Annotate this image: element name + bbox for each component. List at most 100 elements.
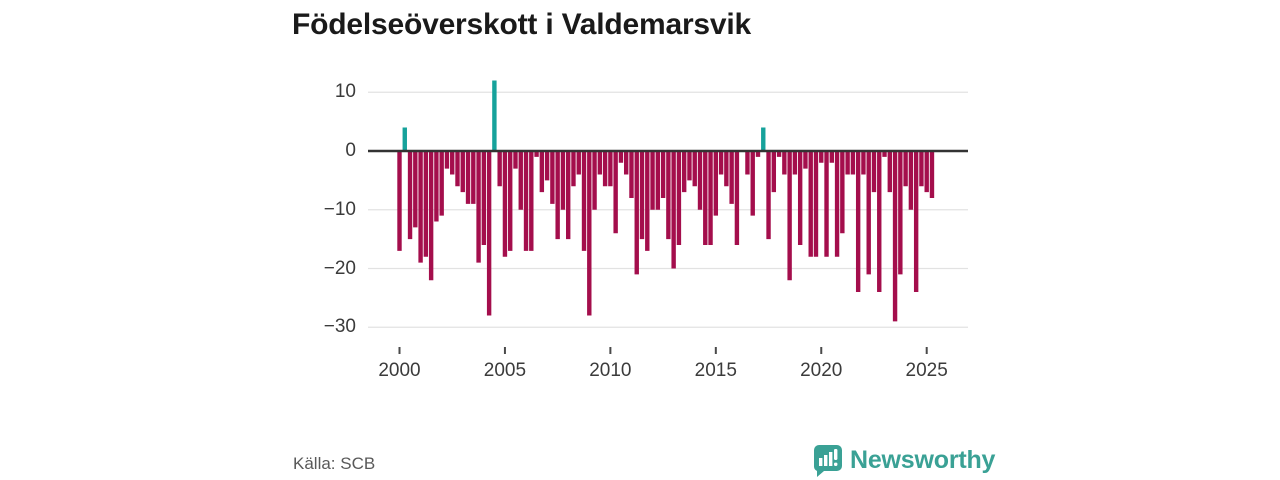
bar-2005Q4 bbox=[518, 151, 523, 210]
bar-2011Q4 bbox=[645, 151, 650, 251]
plot-area bbox=[368, 80, 968, 354]
brand-lockup: Newsworthy bbox=[812, 444, 995, 477]
bar-2003Q3 bbox=[471, 151, 476, 204]
bar-2001Q2 bbox=[423, 151, 429, 257]
bar-2013Q4 bbox=[687, 151, 692, 181]
bar-2024Q4 bbox=[919, 151, 924, 187]
bar-2012Q2 bbox=[655, 151, 661, 210]
bar-2008Q3 bbox=[576, 151, 581, 175]
x-axis-label-2005: 2005 bbox=[483, 360, 527, 381]
bar-2022Q2 bbox=[866, 151, 871, 275]
bar-2021Q2 bbox=[845, 151, 850, 175]
bar-2010Q3 bbox=[618, 151, 624, 163]
bar-2015Q4 bbox=[729, 151, 734, 204]
bar-2012Q3 bbox=[660, 151, 666, 198]
bar-2009Q2 bbox=[592, 151, 597, 210]
bar-2002Q2 bbox=[444, 151, 450, 169]
bar-2014Q1 bbox=[692, 151, 697, 187]
bar-2001Q4 bbox=[434, 151, 439, 222]
y-axis-label--20: −20 bbox=[323, 257, 356, 279]
bar-2014Q2 bbox=[697, 151, 703, 210]
bar-2011Q1 bbox=[629, 151, 634, 198]
bar-2000Q2 bbox=[402, 127, 407, 151]
bar-2004Q1 bbox=[481, 151, 487, 245]
bar-2019Q4 bbox=[813, 151, 819, 257]
bar-2002Q3 bbox=[450, 151, 455, 175]
x-axis-label-2000: 2000 bbox=[378, 360, 421, 381]
y-axis-label--30: −30 bbox=[323, 316, 356, 338]
bar-2017Q4 bbox=[771, 151, 777, 193]
bar-2005Q3 bbox=[513, 151, 518, 169]
bar-2008Q1 bbox=[566, 151, 571, 240]
bar-2004Q2 bbox=[486, 151, 492, 316]
bar-2018Q1 bbox=[776, 151, 782, 157]
bar-2022Q3 bbox=[871, 151, 877, 193]
x-axis-label-2015: 2015 bbox=[694, 360, 737, 381]
bar-2006Q2 bbox=[529, 151, 534, 251]
y-axis-label-10: 10 bbox=[334, 81, 356, 103]
bar-2016Q1 bbox=[734, 151, 740, 245]
y-axis-label-0: 0 bbox=[345, 140, 356, 161]
bar-2008Q2 bbox=[571, 151, 576, 187]
bar-2018Q2 bbox=[782, 151, 787, 175]
bar-2021Q1 bbox=[840, 151, 845, 234]
x-axis-label-2020: 2020 bbox=[800, 360, 843, 381]
bar-2014Q4 bbox=[708, 151, 713, 245]
bar-2023Q1 bbox=[882, 151, 887, 157]
bar-2018Q4 bbox=[792, 151, 798, 175]
bar-2002Q1 bbox=[439, 151, 444, 216]
bar-2008Q4 bbox=[581, 151, 587, 251]
bar-2013Q2 bbox=[676, 151, 682, 245]
bar-2001Q3 bbox=[428, 151, 434, 281]
bar-2019Q1 bbox=[797, 151, 803, 245]
bar-2017Q2 bbox=[761, 127, 766, 151]
bar-2022Q1 bbox=[861, 151, 866, 175]
bar-2006Q3 bbox=[534, 151, 539, 157]
bar-2015Q2 bbox=[718, 151, 724, 175]
bar-2025Q1 bbox=[924, 151, 929, 193]
bar-2016Q4 bbox=[750, 151, 755, 216]
bar-2002Q4 bbox=[455, 151, 460, 187]
chart-title: Födelseöverskott i Valdemarsvik bbox=[292, 8, 752, 41]
bar-2004Q3 bbox=[492, 80, 497, 151]
x-axis-label-2025: 2025 bbox=[905, 360, 948, 381]
bar-2016Q3 bbox=[745, 151, 750, 175]
bar-2012Q1 bbox=[650, 151, 655, 210]
bar-2025Q2 bbox=[929, 151, 935, 198]
bar-2014Q3 bbox=[703, 151, 708, 245]
bar-2000Q1 bbox=[397, 151, 402, 251]
bar-2009Q3 bbox=[597, 151, 603, 175]
brand-name: Newsworthy bbox=[850, 446, 996, 474]
bar-2021Q4 bbox=[855, 151, 861, 292]
bar-2024Q3 bbox=[913, 151, 919, 292]
bar-2020Q3 bbox=[829, 151, 835, 163]
bar-2003Q4 bbox=[476, 151, 481, 263]
bar-2007Q1 bbox=[544, 151, 550, 181]
bar-2023Q3 bbox=[892, 151, 898, 322]
bar-2024Q1 bbox=[903, 151, 908, 187]
bar-2009Q4 bbox=[602, 151, 608, 187]
bar-2010Q2 bbox=[613, 151, 618, 234]
bar-2007Q4 bbox=[560, 151, 566, 210]
bar-2018Q3 bbox=[787, 151, 792, 281]
bar-2020Q1 bbox=[819, 151, 824, 163]
bar-2006Q1 bbox=[523, 151, 529, 251]
bar-2003Q2 bbox=[465, 151, 471, 204]
bar-2023Q2 bbox=[887, 151, 892, 193]
bar-2020Q4 bbox=[834, 151, 840, 257]
bar-2010Q1 bbox=[608, 151, 613, 187]
bar-2017Q3 bbox=[766, 151, 771, 240]
bar-2021Q3 bbox=[850, 151, 856, 175]
bar-2022Q4 bbox=[877, 151, 882, 292]
bar-2004Q4 bbox=[497, 151, 502, 187]
bar-2019Q2 bbox=[803, 151, 808, 169]
bar-2011Q2 bbox=[634, 151, 639, 275]
bar-2007Q2 bbox=[550, 151, 555, 204]
bar-2011Q3 bbox=[639, 151, 645, 240]
bar-2024Q2 bbox=[908, 151, 914, 210]
bar-2005Q1 bbox=[502, 151, 508, 257]
source-note: Källa: SCB bbox=[293, 454, 376, 473]
bar-2023Q4 bbox=[898, 151, 903, 275]
bar-2015Q3 bbox=[724, 151, 729, 187]
